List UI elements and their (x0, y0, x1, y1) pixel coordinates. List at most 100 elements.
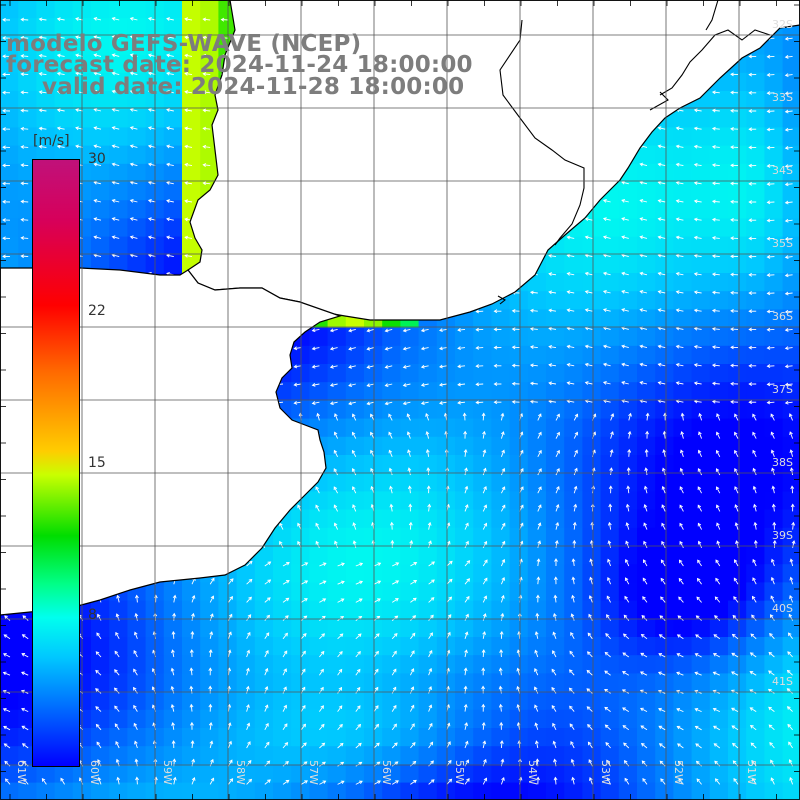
wind-cell (746, 509, 765, 529)
wind-cell (600, 473, 620, 492)
wind-arrow-head (358, 598, 363, 602)
wind-arrow (785, 92, 793, 95)
wind-arrow-head (481, 412, 486, 417)
wind-cell (364, 782, 383, 800)
wind-arrow-head (2, 218, 6, 222)
wind-arrow (388, 414, 393, 421)
wind-arrow-head (511, 327, 516, 332)
wind-arrow-head (679, 467, 684, 472)
wind-cell (655, 709, 674, 729)
wind-arrow-head (675, 344, 680, 349)
wind-arrow (348, 383, 356, 387)
wind-arrow-head (116, 594, 120, 599)
wind-arrow (658, 127, 666, 130)
wind-arrow (660, 578, 666, 585)
wind-cell (309, 782, 329, 800)
wind-arrow (640, 199, 648, 203)
wind-arrow (148, 90, 156, 94)
wind-arrow (390, 504, 393, 512)
wind-arrow (370, 468, 375, 476)
wind-arrow (57, 54, 65, 57)
wind-arrow-head (695, 615, 700, 619)
wind-cell (309, 564, 329, 583)
wind-arrow (282, 633, 288, 640)
wind-cell (473, 782, 492, 800)
wind-arrow-head (329, 328, 334, 333)
wind-arrow (203, 146, 211, 148)
wind-arrow-head (482, 467, 487, 472)
wind-arrow-head (448, 578, 453, 583)
wind-cell (637, 618, 656, 638)
wind-cell (0, 200, 19, 219)
wind-cell (400, 327, 420, 347)
wind-cell (491, 309, 511, 329)
wind-cell (782, 782, 800, 800)
wind-arrow (530, 291, 538, 294)
wind-cell (327, 764, 347, 784)
wind-cell (18, 782, 37, 800)
wind-cell (491, 564, 511, 583)
wind-arrow-head (574, 431, 579, 436)
wind-cell (400, 527, 420, 547)
wind-cell (618, 236, 638, 256)
wind-arrow-head (602, 380, 607, 385)
wind-cell (709, 782, 729, 800)
wind-cell (728, 709, 747, 729)
wind-arrow (373, 598, 381, 603)
wind-cell (436, 473, 456, 492)
wind-cell (509, 673, 529, 693)
wind-arrow (658, 163, 666, 167)
wind-cell (345, 691, 365, 711)
wind-cell (691, 364, 711, 383)
wind-arrow (227, 632, 232, 639)
wind-arrow (628, 449, 630, 457)
wind-arrow-head (184, 35, 189, 40)
wind-cell (418, 382, 438, 401)
wind-arrow-head (752, 577, 756, 582)
wind-cell (527, 291, 547, 310)
wind-cell (127, 163, 147, 183)
wind-cell (163, 200, 183, 219)
wind-arrow (348, 347, 356, 350)
wind-cell (455, 637, 474, 656)
wind-arrow (246, 579, 253, 585)
wind-arrow (391, 580, 399, 585)
wind-arrow-head (111, 217, 116, 221)
wind-arrow-head (519, 540, 524, 545)
wind-arrow (279, 541, 284, 549)
wind-arrow-head (784, 36, 789, 41)
wind-cell (618, 182, 638, 201)
wind-cell (709, 182, 729, 201)
wind-cell (455, 436, 474, 456)
wind-cell (709, 273, 729, 292)
wind-cell (546, 691, 565, 711)
wind-cell (182, 746, 201, 765)
wind-cell (327, 436, 347, 456)
wind-cell (728, 455, 747, 474)
wind-cell (18, 72, 37, 92)
wind-arrow-head (566, 235, 571, 240)
wind-arrow-head (639, 162, 644, 167)
wind-arrow-head (304, 598, 308, 602)
wind-cell (709, 673, 729, 693)
wind-arrow (736, 540, 739, 548)
wind-cell (709, 254, 729, 274)
wind-cell (455, 546, 474, 565)
wind-cell (182, 127, 201, 147)
wind-cell (91, 655, 110, 674)
wind-cell (600, 673, 620, 693)
wind-cell (673, 564, 693, 583)
wind-cell (764, 527, 784, 547)
wind-cell (309, 382, 329, 401)
wind-arrow-head (20, 35, 25, 40)
wind-arrow-head (408, 521, 413, 526)
wind-arrow (22, 615, 29, 621)
wind-arrow-head (464, 467, 468, 472)
wind-arrow-head (430, 614, 434, 619)
wind-arrow-head (519, 431, 524, 436)
wind-arrow-head (592, 413, 597, 418)
wind-arrow (625, 577, 630, 585)
wind-arrow-head (639, 180, 644, 185)
wind-cell (163, 673, 183, 693)
wind-arrow (391, 598, 399, 603)
